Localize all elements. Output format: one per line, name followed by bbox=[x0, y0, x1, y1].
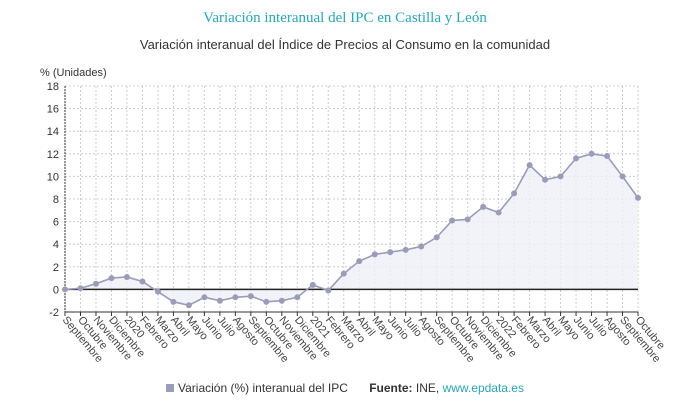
y-tick-label: 8 bbox=[53, 194, 59, 206]
data-point bbox=[123, 273, 130, 280]
data-point bbox=[371, 251, 378, 258]
data-point bbox=[604, 153, 611, 160]
y-tick-label: -2 bbox=[49, 307, 59, 319]
source-text: INE, bbox=[415, 381, 440, 395]
chart-title: Variación interanual del IPC en Castilla… bbox=[203, 10, 487, 26]
y-tick-label: 16 bbox=[47, 104, 59, 116]
data-point bbox=[356, 258, 363, 265]
data-point bbox=[418, 243, 425, 250]
data-point bbox=[294, 294, 301, 301]
data-point bbox=[309, 281, 316, 288]
y-axis-label: % (Unidades) bbox=[40, 67, 107, 79]
data-point bbox=[92, 280, 99, 287]
legend-label: Variación (%) interanual del IPC bbox=[178, 381, 348, 395]
y-tick-label: 10 bbox=[47, 171, 59, 183]
y-tick-label: 18 bbox=[47, 81, 59, 93]
data-point bbox=[77, 285, 84, 292]
data-point bbox=[263, 298, 270, 305]
legend: Variación (%) interanual del IPC Fuente:… bbox=[0, 381, 690, 395]
data-point bbox=[325, 287, 332, 294]
data-point bbox=[511, 190, 518, 197]
data-point bbox=[185, 302, 192, 309]
data-point bbox=[433, 234, 440, 241]
data-point bbox=[495, 209, 502, 216]
source-link[interactable]: www.epdata.es bbox=[442, 381, 524, 395]
data-point bbox=[387, 249, 394, 256]
data-point bbox=[526, 162, 533, 169]
series-line bbox=[64, 152, 639, 307]
data-point bbox=[542, 176, 549, 183]
data-point bbox=[139, 278, 146, 285]
data-point bbox=[588, 150, 595, 157]
legend-swatch bbox=[166, 384, 175, 392]
data-point bbox=[480, 203, 487, 210]
data-point bbox=[247, 293, 254, 300]
y-tick-label: 2 bbox=[53, 262, 59, 274]
y-tick-label: 6 bbox=[53, 217, 59, 229]
data-point bbox=[278, 297, 285, 304]
y-tick-label: 0 bbox=[53, 284, 59, 296]
data-point bbox=[464, 216, 471, 223]
chart-subtitle: Variación interanual del Índice de Preci… bbox=[139, 37, 551, 52]
data-point bbox=[108, 275, 115, 282]
data-point bbox=[170, 298, 177, 305]
data-point bbox=[232, 294, 239, 301]
y-tick-label: 12 bbox=[47, 149, 59, 161]
y-tick-label: 4 bbox=[53, 239, 59, 251]
data-point bbox=[201, 294, 208, 301]
series-area bbox=[65, 153, 638, 306]
data-point bbox=[449, 217, 456, 224]
y-tick-label: 14 bbox=[47, 126, 59, 138]
source-label: Fuente: bbox=[369, 381, 413, 395]
data-point bbox=[154, 288, 161, 295]
data-point bbox=[557, 173, 564, 180]
data-point bbox=[573, 155, 580, 162]
data-point bbox=[635, 194, 641, 201]
data-point bbox=[340, 270, 347, 277]
data-point bbox=[619, 173, 626, 180]
data-point bbox=[62, 286, 68, 293]
data-point bbox=[216, 297, 223, 304]
data-point bbox=[402, 246, 409, 253]
